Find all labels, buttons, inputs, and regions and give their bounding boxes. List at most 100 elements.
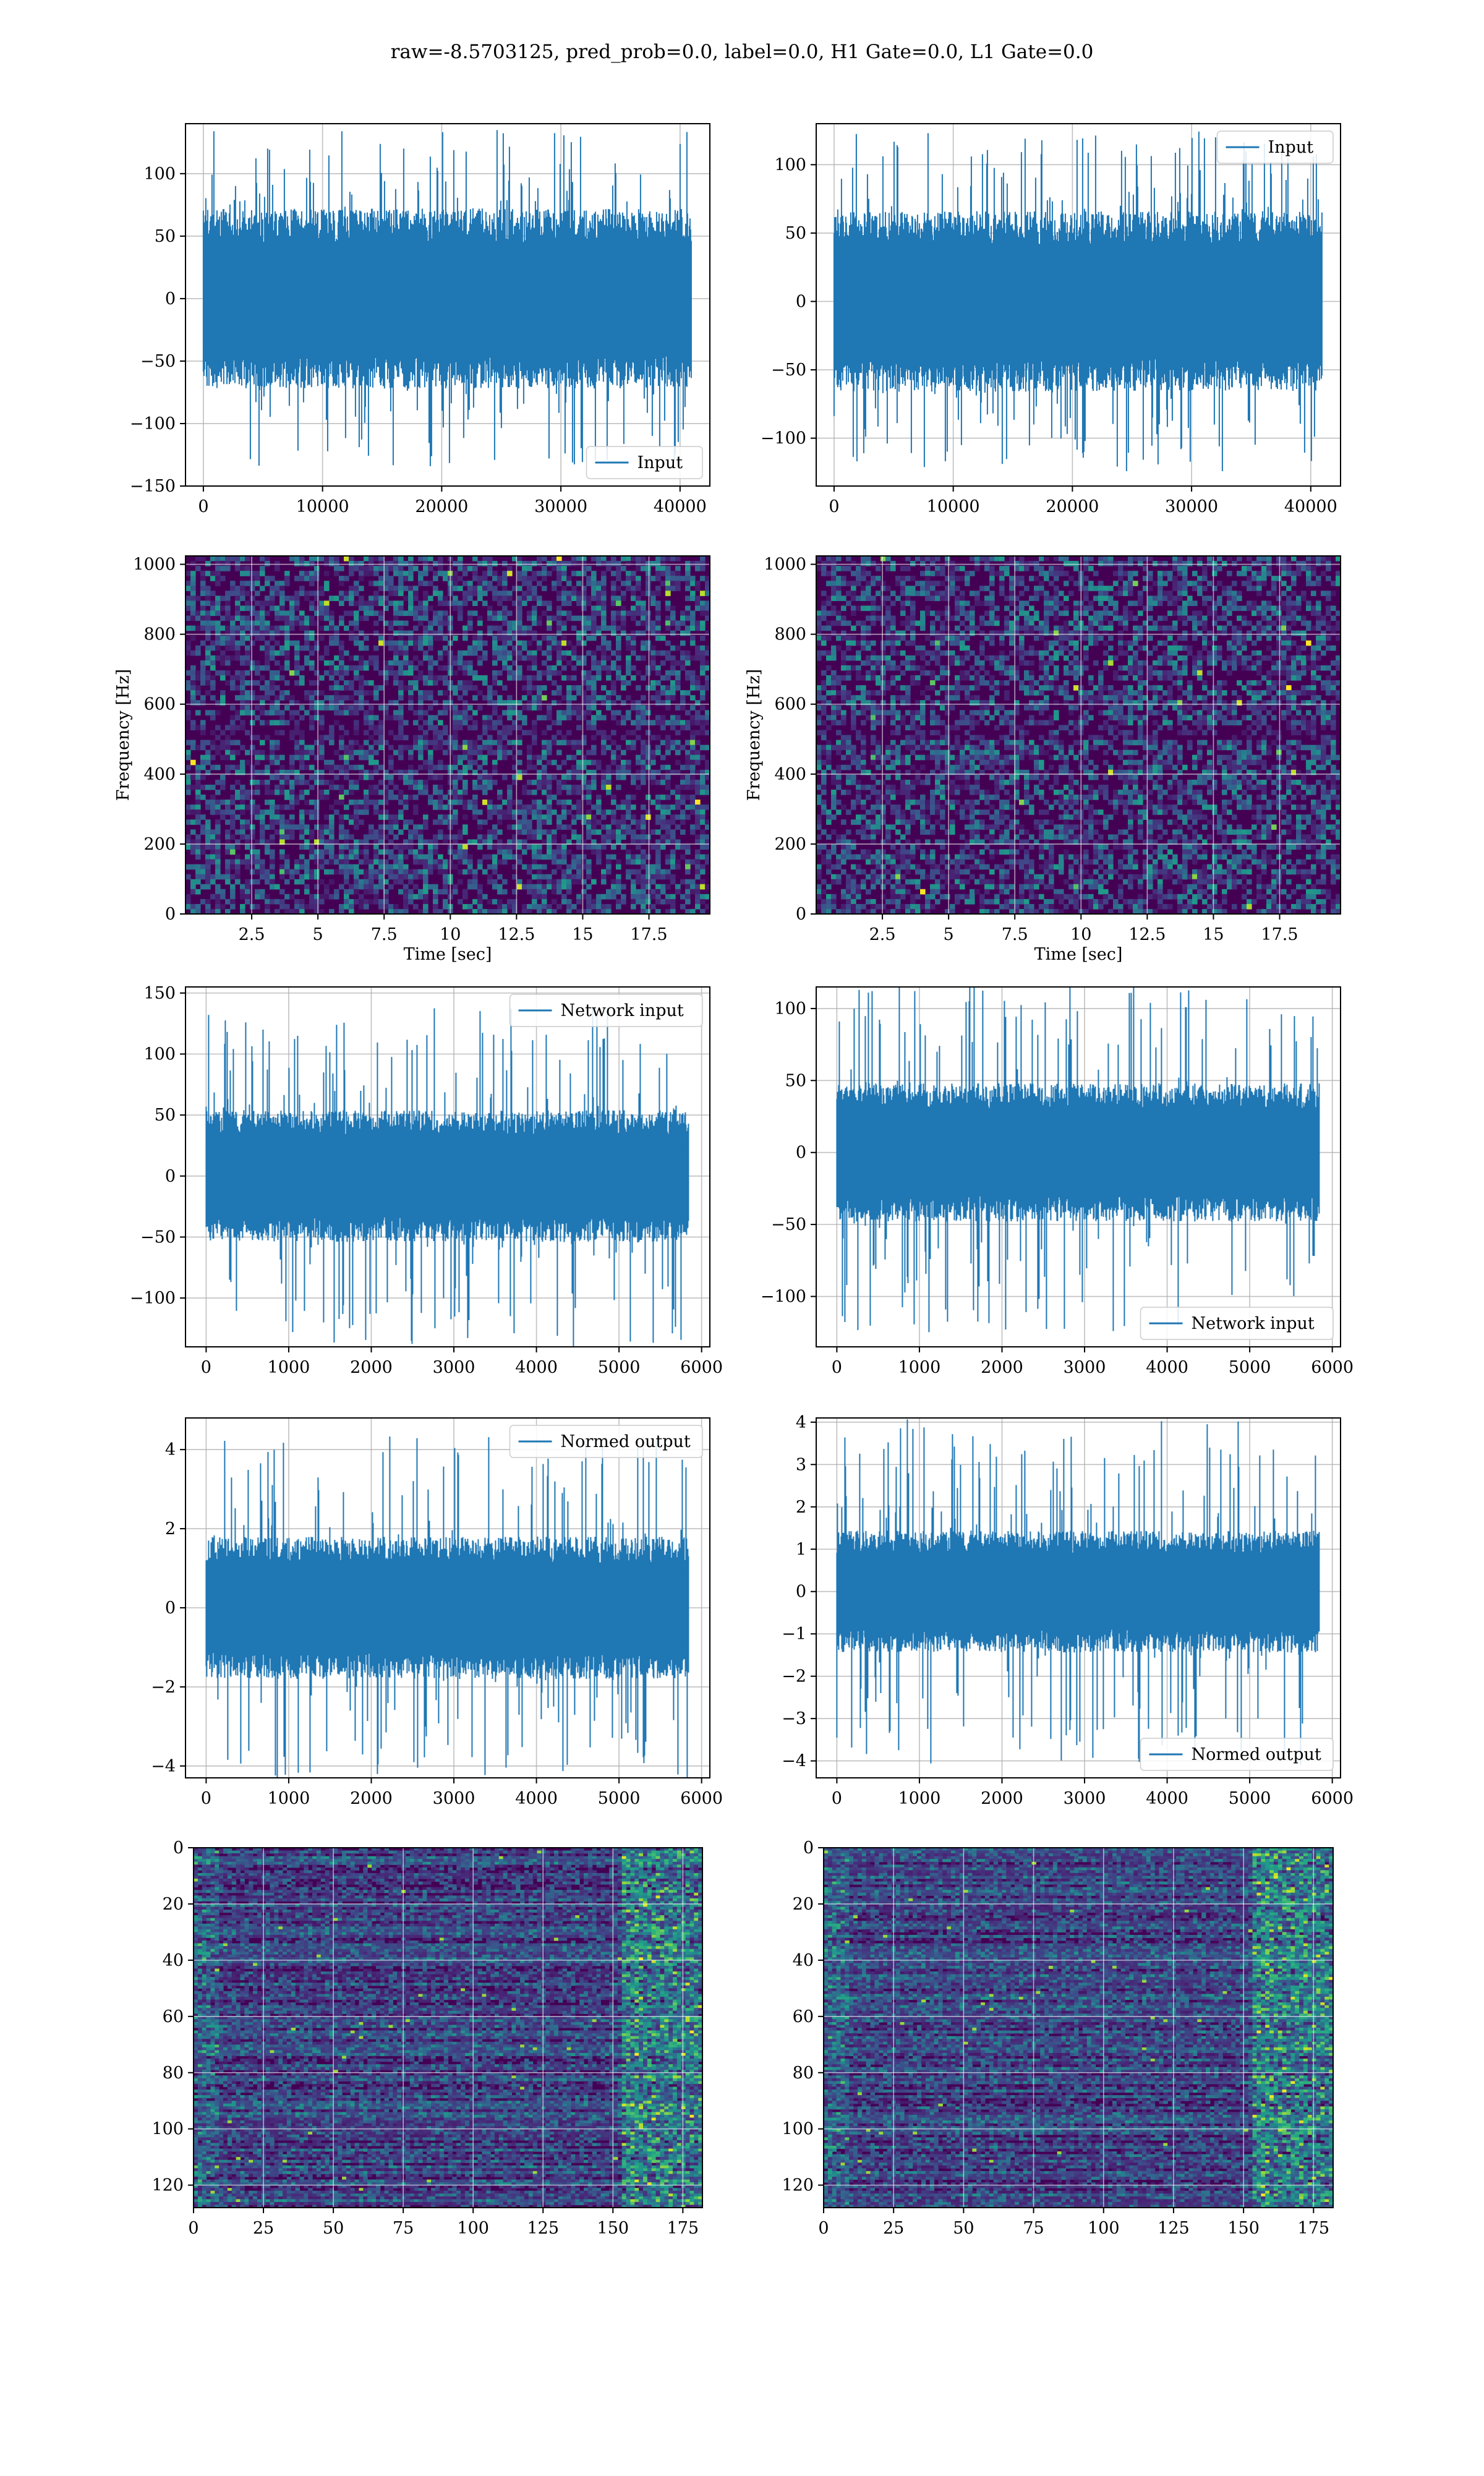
- heatmap-cell: [205, 670, 211, 676]
- heatmap-cell: [591, 631, 597, 636]
- heatmap-cell: [200, 616, 206, 621]
- heatmap-cell: [576, 814, 582, 820]
- heatmap-cell: [591, 680, 597, 686]
- heatmap-cell: [472, 740, 478, 746]
- heatmap-cell: [690, 800, 696, 805]
- heatmap-cell: [532, 621, 537, 626]
- heatmap-cell: [205, 785, 211, 790]
- heatmap-cell: [289, 780, 295, 785]
- heatmap-cell: [547, 814, 552, 820]
- heatmap-cell: [552, 581, 557, 586]
- heatmap-cell: [344, 745, 349, 751]
- heatmap-cell: [260, 695, 265, 701]
- heatmap-cell: [220, 561, 226, 566]
- heatmap-cell: [329, 824, 335, 830]
- heatmap-cell: [542, 819, 547, 825]
- heatmap-cell: [631, 631, 636, 636]
- heatmap-cell: [655, 829, 661, 835]
- heatmap-cell: [581, 566, 587, 571]
- heatmap-cell: [497, 819, 503, 825]
- heatmap-cell: [334, 655, 339, 661]
- heatmap-cell: [418, 824, 424, 830]
- heatmap-cell: [428, 641, 433, 646]
- heatmap-cell: [250, 809, 255, 815]
- heatmap-cell: [215, 670, 221, 676]
- heatmap-cell: [527, 591, 532, 596]
- heatmap-cell: [547, 715, 552, 720]
- heatmap-cell: [482, 720, 488, 725]
- heatmap-cell: [294, 605, 300, 611]
- heatmap-cell: [522, 720, 527, 725]
- heatmap-cell: [245, 655, 250, 661]
- heatmap-cell: [354, 785, 359, 790]
- heatmap-cell: [542, 829, 547, 835]
- heatmap-cell: [210, 605, 216, 611]
- heatmap-cell: [566, 690, 572, 696]
- heatmap-cell: [210, 730, 216, 735]
- heatmap-cell: [591, 626, 597, 631]
- heatmap-cell: [507, 824, 513, 830]
- heatmap-cell: [240, 621, 245, 626]
- heatmap-cell: [626, 730, 631, 735]
- heatmap-cell: [522, 571, 527, 576]
- heatmap-cell: [418, 660, 424, 666]
- heatmap-cell: [275, 705, 280, 711]
- heatmap-cell: [492, 646, 498, 651]
- heatmap-cell: [240, 636, 245, 641]
- heatmap-cell: [408, 745, 414, 751]
- heatmap-cell: [675, 556, 681, 561]
- heatmap-cell: [492, 690, 498, 696]
- heatmap-cell: [571, 655, 577, 661]
- heatmap-cell: [458, 610, 463, 616]
- heatmap-cell: [487, 610, 493, 616]
- heatmap-cell: [522, 715, 527, 720]
- heatmap-cell: [279, 646, 285, 651]
- heatmap-cell: [556, 750, 562, 756]
- heatmap-cell: [552, 760, 557, 766]
- heatmap-cell: [413, 655, 419, 661]
- heatmap-cell: [299, 675, 305, 681]
- heatmap-cell: [364, 610, 369, 616]
- heatmap-cell: [675, 581, 681, 586]
- heatmap-cell: [369, 750, 374, 756]
- heatmap-cell: [690, 685, 696, 691]
- heatmap-cell: [240, 700, 245, 706]
- heatmap-cell: [556, 561, 562, 566]
- heatmap-cell: [225, 636, 231, 641]
- heatmap-cell: [403, 735, 409, 741]
- heatmap-cell: [507, 790, 513, 795]
- heatmap-cell: [606, 641, 612, 646]
- heatmap-cell: [388, 755, 394, 761]
- heatmap-cell: [517, 596, 522, 601]
- heatmap-cell: [492, 725, 498, 730]
- heatmap-cell: [428, 605, 433, 611]
- heatmap-cell: [200, 814, 206, 820]
- heatmap-cell: [255, 660, 260, 666]
- heatmap-cell: [245, 790, 250, 795]
- heatmap-cell: [398, 586, 404, 591]
- heatmap-cell: [586, 675, 592, 681]
- heatmap-cell: [289, 760, 295, 766]
- heatmap-cell: [423, 636, 429, 641]
- heatmap-cell: [631, 596, 636, 601]
- heatmap-cell: [487, 700, 493, 706]
- heatmap-cell: [591, 745, 597, 751]
- heatmap-cell: [215, 700, 221, 706]
- heatmap-cell: [463, 805, 468, 810]
- heatmap-cell: [472, 675, 478, 681]
- heatmap-cell: [245, 760, 250, 766]
- heatmap-cell: [482, 581, 488, 586]
- heatmap-cell: [388, 715, 394, 720]
- heatmap-cell: [438, 730, 443, 735]
- heatmap-cell: [413, 605, 419, 611]
- heatmap-cell: [186, 651, 191, 656]
- heatmap-cell: [354, 665, 359, 671]
- heatmap-cell: [690, 730, 696, 735]
- heatmap-cell: [220, 670, 226, 676]
- heatmap-cell: [631, 605, 636, 611]
- heatmap-cell: [275, 809, 280, 815]
- heatmap-cell: [418, 750, 424, 756]
- heatmap-cell: [443, 621, 448, 626]
- heatmap-cell: [690, 795, 696, 800]
- heatmap-cell: [260, 750, 265, 756]
